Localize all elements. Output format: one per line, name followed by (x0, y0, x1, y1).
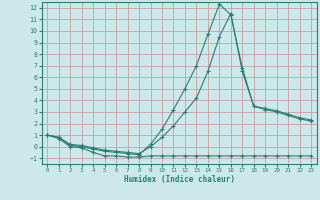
X-axis label: Humidex (Indice chaleur): Humidex (Indice chaleur) (124, 175, 235, 184)
